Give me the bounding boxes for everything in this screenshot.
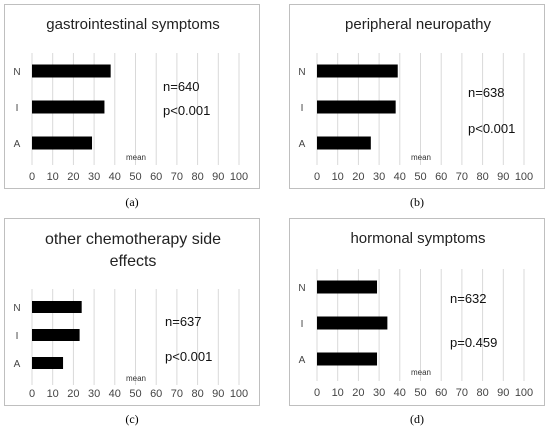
- tick-label: 50: [129, 388, 141, 400]
- tick-label: 70: [456, 171, 468, 183]
- caption-b: (b): [410, 195, 424, 209]
- tick-label: 50: [414, 171, 426, 183]
- tick-label: 90: [212, 171, 224, 183]
- tick-label: 80: [476, 171, 488, 183]
- bar-N: [317, 280, 378, 294]
- bar-N: [317, 64, 398, 78]
- category-label: A: [14, 139, 21, 150]
- x-axis-label: mean: [411, 153, 431, 162]
- tick-label: 100: [515, 387, 533, 399]
- chart-svg-c: other chemotherapy side effects N I A 0 10 20 30…: [13, 231, 248, 400]
- stat-annotation: p<0.001: [468, 121, 515, 136]
- bar-A: [317, 136, 371, 150]
- tick-label: 50: [414, 387, 426, 399]
- category-label: A: [299, 139, 306, 150]
- chart-svg-d: hormonal symptoms N I A 0 10 20 30 40 50 60 70 80 90 1…: [298, 230, 533, 399]
- bar-N: [32, 301, 82, 313]
- tick-label: 30: [373, 171, 385, 183]
- tick-label: 40: [109, 171, 121, 183]
- tick-label: 80: [476, 387, 488, 399]
- tick-label: 20: [67, 171, 79, 183]
- tick-label: 60: [150, 388, 162, 400]
- x-axis-label: mean: [126, 153, 146, 162]
- tick-label: 70: [171, 388, 183, 400]
- tick-label: 50: [129, 171, 141, 183]
- tick-label: 20: [67, 388, 79, 400]
- caption-c: (c): [125, 412, 139, 426]
- category-label: I: [301, 319, 304, 330]
- bar-I: [32, 329, 80, 341]
- chart-title: other chemotherapy side: [45, 231, 221, 248]
- tick-label: 10: [47, 171, 59, 183]
- category-label: N: [298, 283, 305, 294]
- stat-annotation: n=640: [163, 79, 200, 94]
- stat-annotation: n=638: [468, 85, 505, 100]
- stat-annotation: n=632: [450, 291, 487, 306]
- tick-label: 0: [314, 387, 320, 399]
- tick-label: 30: [88, 171, 100, 183]
- chart-panel-b: peripheral neuropathy N I A 0 10 20 30 40 50 60 70 8…: [289, 4, 545, 189]
- tick-label: 0: [314, 171, 320, 183]
- tick-label: 30: [88, 388, 100, 400]
- bar-I: [32, 100, 105, 114]
- tick-label: 80: [191, 171, 203, 183]
- chart-panel-d: hormonal symptoms N I A 0 10 20 30 40 50 60 70 80 90 1…: [289, 218, 545, 406]
- bar-N: [32, 64, 111, 78]
- category-label: N: [13, 303, 20, 314]
- chart-title: effects: [110, 253, 157, 270]
- caption-a: (a): [125, 195, 139, 209]
- stat-annotation: p<0.001: [163, 103, 210, 118]
- tick-label: 80: [191, 388, 203, 400]
- tick-label: 40: [109, 388, 121, 400]
- tick-label: 70: [456, 387, 468, 399]
- tick-label: 0: [29, 171, 35, 183]
- category-label: A: [14, 359, 21, 370]
- category-label: A: [299, 355, 306, 366]
- category-label: I: [16, 331, 19, 342]
- tick-label: 90: [212, 388, 224, 400]
- tick-label: 100: [515, 171, 533, 183]
- chart-svg-a: gastrointestinal symptoms N I A 0 10 20 30 40 50 6…: [13, 16, 248, 183]
- stat-annotation: p=0.459: [450, 335, 497, 350]
- tick-label: 40: [394, 387, 406, 399]
- bar-A: [317, 352, 378, 366]
- tick-label: 40: [394, 171, 406, 183]
- tick-label: 10: [332, 387, 344, 399]
- chart-svg-b: peripheral neuropathy N I A 0 10 20 30 40 50 60 70 8…: [298, 16, 533, 183]
- tick-label: 60: [435, 171, 447, 183]
- stat-annotation: p<0.001: [165, 349, 212, 364]
- chart-panel-c: other chemotherapy side effects N I A 0 10 20 30…: [4, 218, 260, 406]
- category-label: N: [298, 67, 305, 78]
- stat-annotation: n=637: [165, 314, 202, 329]
- bar-A: [32, 357, 64, 369]
- tick-label: 100: [230, 171, 248, 183]
- category-label: I: [16, 103, 19, 114]
- category-label: N: [13, 67, 20, 78]
- tick-label: 10: [47, 388, 59, 400]
- x-axis-label: mean: [411, 368, 431, 377]
- chart-title: gastrointestinal symptoms: [46, 16, 219, 33]
- tick-label: 100: [230, 388, 248, 400]
- tick-label: 90: [497, 387, 509, 399]
- chart-panel-a: gastrointestinal symptoms N I A 0 10 20 30 40 50 6…: [4, 4, 260, 189]
- tick-label: 60: [150, 171, 162, 183]
- tick-label: 60: [435, 387, 447, 399]
- tick-label: 70: [171, 171, 183, 183]
- x-axis-label: mean: [126, 374, 146, 383]
- category-label: I: [301, 103, 304, 114]
- chart-title: hormonal symptoms: [350, 230, 485, 247]
- bar-A: [32, 136, 93, 150]
- tick-label: 30: [373, 387, 385, 399]
- tick-label: 10: [332, 171, 344, 183]
- bar-I: [317, 100, 396, 114]
- tick-label: 20: [352, 387, 364, 399]
- bar-I: [317, 316, 388, 330]
- tick-label: 20: [352, 171, 364, 183]
- tick-label: 90: [497, 171, 509, 183]
- chart-title: peripheral neuropathy: [345, 16, 491, 33]
- caption-d: (d): [410, 412, 424, 426]
- tick-label: 0: [29, 388, 35, 400]
